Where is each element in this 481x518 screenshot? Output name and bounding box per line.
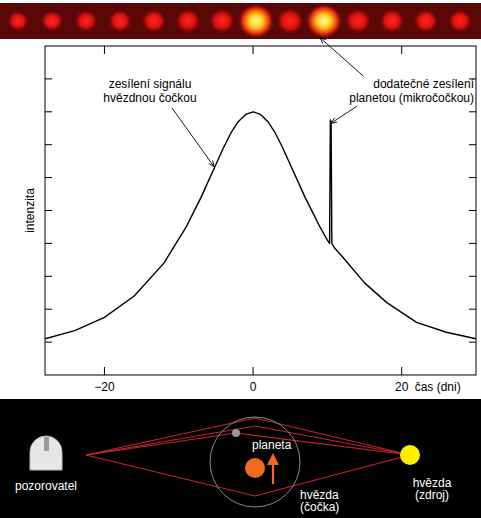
y-tick [469,276,476,277]
lensing-diagram: pozorovatelplanetahvězda(čočka)hvězda(zd… [0,399,481,518]
annotation: hvězdnou čočkou [103,91,196,105]
y-tick [45,78,52,79]
x-tick [104,46,105,54]
light-curve [45,112,476,339]
strip-blob [40,9,64,32]
strip-blob [208,8,236,35]
strip-blob [237,3,275,39]
y-tick [469,342,476,343]
plot-data [45,112,476,339]
light-path [86,426,410,455]
annotation: planetou (mikročočkou) [349,91,474,105]
strip-blob [141,8,168,33]
y-tick [469,144,476,145]
y-tick [469,243,476,244]
annotation: zesílení signálu [109,77,192,91]
observer-label: pozorovatel [15,479,77,493]
y-tick [45,111,52,112]
diagram-background [0,399,481,518]
annotation-arrow [331,106,357,123]
x-tick [253,46,254,54]
x-tick-label: 0 [250,380,257,394]
annotation: dodatečné zesílení [373,77,474,91]
motion-arrow [272,462,274,484]
intensity-strip [0,3,481,39]
x-tick-label: −20 [94,380,115,394]
strip-blob [107,9,133,34]
motion-arrow-head [267,453,279,465]
strip-blob [378,8,406,34]
y-tick [469,111,476,112]
strip-blob [413,8,440,33]
y-tick [45,276,52,277]
annotation-arrow [320,38,363,76]
x-tick [104,367,105,375]
strip-blob [174,8,202,34]
source-label: (zdroj) [415,488,449,502]
y-tick [45,342,52,343]
y-tick [469,210,476,211]
strip-blob [73,9,98,33]
x-tick [401,46,402,54]
x-tick [253,367,254,375]
x-tick [401,367,402,375]
y-tick [45,210,52,211]
y-tick [45,177,52,178]
strip-blob [6,10,30,32]
observatory-slit [44,437,49,451]
light-path [86,418,410,496]
lens-label: (čočka) [300,500,339,514]
y-tick [469,309,476,310]
planet [232,429,240,437]
planet-label: planeta [252,438,292,452]
strip-blob [275,7,305,36]
planet-orbit [210,417,300,507]
y-tick [45,243,52,244]
light-path [86,433,410,455]
x-tick-label: 20 [395,380,409,394]
x-axis-title: čas (dni) [415,380,461,394]
source-star [400,445,420,465]
y-tick [45,144,52,145]
lens-star [245,458,265,478]
strip-background [0,3,481,39]
strip-blob [447,9,473,34]
strip-blob [305,3,343,39]
strip-blob [344,8,372,35]
y-axis-title: intenzita [23,188,37,233]
annotation-arrow [172,108,214,166]
figure: −20 0 20 čas (dni) intenzita zesílení signálu… [0,0,481,518]
y-tick [469,177,476,178]
plot-frame [45,46,476,375]
y-tick [45,309,52,310]
observatory [30,436,62,470]
